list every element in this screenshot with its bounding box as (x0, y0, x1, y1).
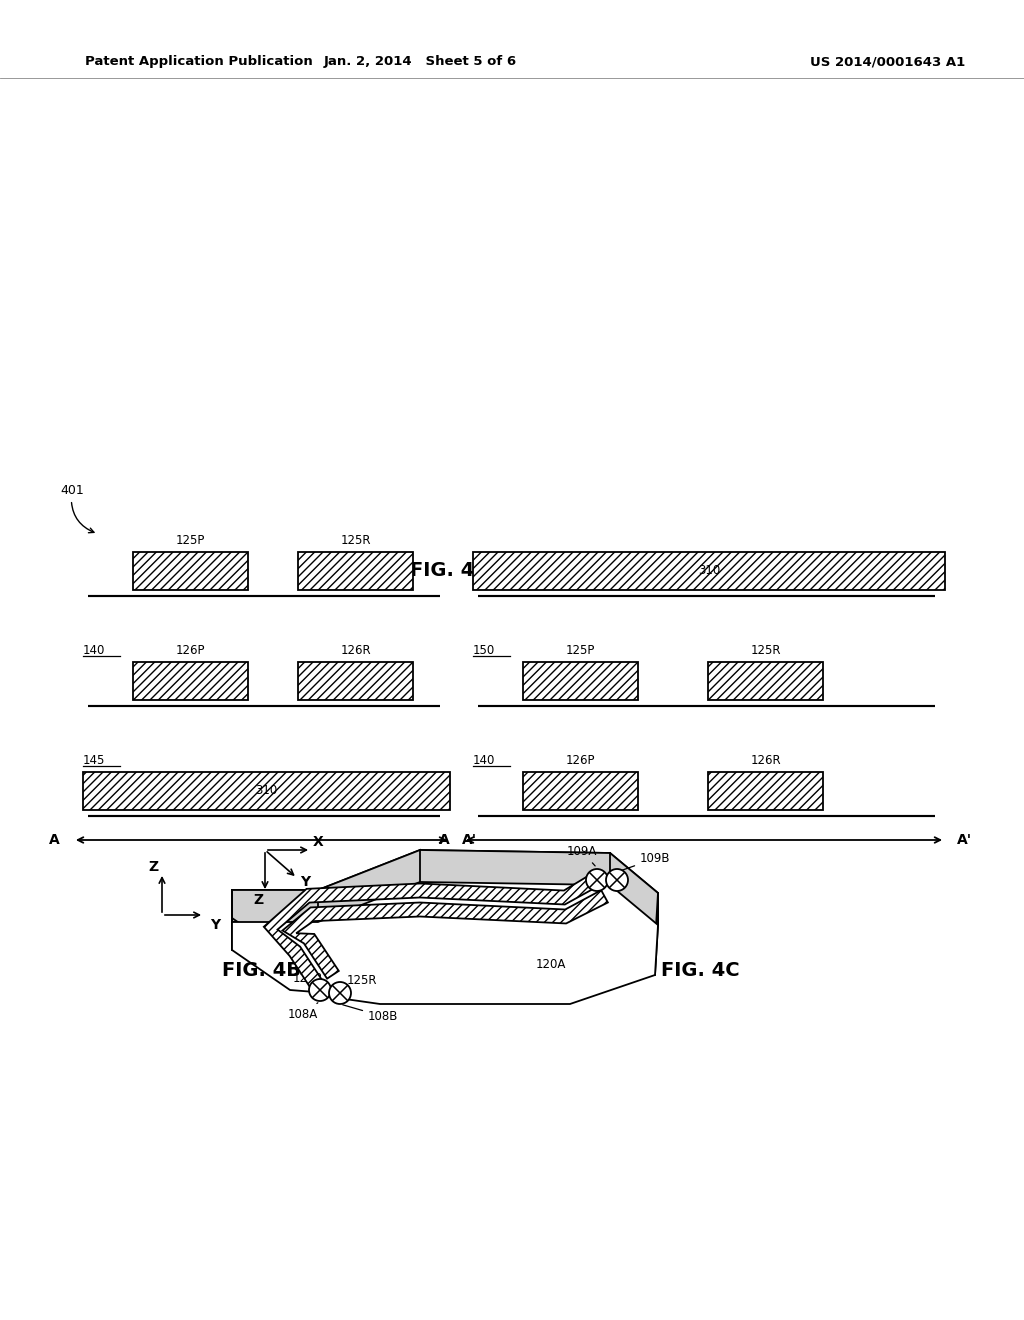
Text: X: X (313, 836, 324, 849)
Text: 125P: 125P (293, 972, 323, 985)
Text: FIG. 4C: FIG. 4C (660, 961, 739, 979)
Text: 108B: 108B (343, 1005, 398, 1023)
Text: 126R: 126R (751, 754, 781, 767)
Text: A': A' (462, 833, 477, 847)
Text: 401: 401 (60, 484, 94, 533)
Text: 140: 140 (83, 644, 105, 657)
Bar (708, 772, 823, 810)
Text: 125R: 125R (340, 535, 371, 546)
Bar (83, 772, 450, 810)
Text: 125P: 125P (176, 535, 205, 546)
Bar (708, 663, 823, 700)
Text: Patent Application Publication: Patent Application Publication (85, 55, 312, 69)
Text: 126P: 126P (565, 754, 595, 767)
Bar (523, 772, 638, 810)
Text: 145: 145 (83, 754, 105, 767)
Polygon shape (318, 850, 420, 921)
Polygon shape (420, 850, 610, 884)
Circle shape (606, 869, 628, 891)
Bar (133, 552, 248, 590)
Text: US 2014/0001643 A1: US 2014/0001643 A1 (810, 55, 966, 69)
Text: 125R: 125R (751, 644, 780, 657)
Circle shape (586, 869, 608, 891)
Polygon shape (232, 890, 318, 921)
Text: 109B: 109B (620, 851, 671, 871)
Bar (298, 552, 413, 590)
Bar (133, 663, 248, 700)
Text: Z: Z (253, 894, 263, 907)
Bar (298, 663, 413, 700)
Text: A': A' (957, 833, 972, 847)
Text: 126R: 126R (340, 644, 371, 657)
Polygon shape (283, 890, 608, 978)
Polygon shape (232, 850, 658, 972)
Text: Y: Y (210, 917, 220, 932)
Text: FIG. 4A: FIG. 4A (411, 561, 489, 579)
Text: Z: Z (148, 861, 158, 874)
Text: 125R: 125R (347, 974, 378, 986)
Text: A: A (439, 833, 450, 847)
Bar (473, 552, 945, 590)
Text: 120A: 120A (536, 958, 566, 972)
Text: A: A (49, 833, 60, 847)
Text: 310: 310 (255, 784, 278, 797)
Polygon shape (264, 874, 599, 989)
Polygon shape (655, 894, 658, 975)
Polygon shape (610, 853, 658, 925)
Text: 109A: 109A (567, 845, 597, 866)
Polygon shape (232, 882, 658, 1005)
Text: 310: 310 (698, 565, 720, 578)
Circle shape (309, 979, 331, 1001)
Text: 125P: 125P (566, 644, 595, 657)
Text: FIG. 4B: FIG. 4B (222, 961, 301, 979)
Circle shape (329, 982, 351, 1005)
Text: 140: 140 (473, 754, 496, 767)
Text: 150: 150 (473, 644, 496, 657)
Text: Y: Y (300, 875, 310, 888)
Text: 126P: 126P (176, 644, 205, 657)
Text: 108A: 108A (288, 1003, 318, 1020)
Text: Jan. 2, 2014   Sheet 5 of 6: Jan. 2, 2014 Sheet 5 of 6 (324, 55, 516, 69)
Bar (523, 663, 638, 700)
